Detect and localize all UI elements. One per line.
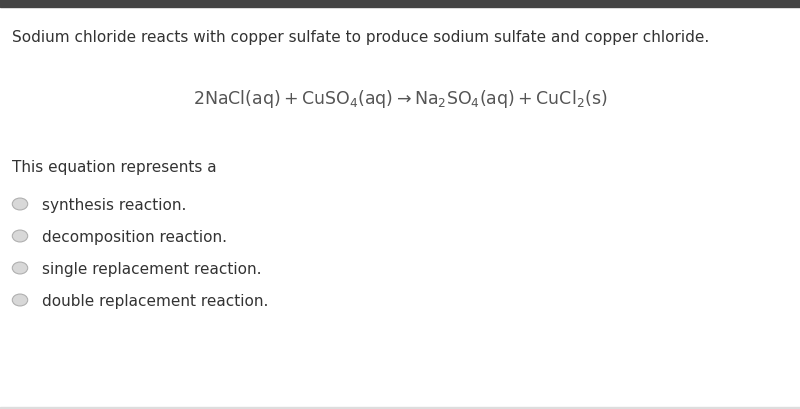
Text: double replacement reaction.: double replacement reaction. — [42, 293, 268, 308]
Ellipse shape — [12, 198, 28, 211]
Text: This equation represents a: This equation represents a — [12, 160, 217, 175]
Text: synthesis reaction.: synthesis reaction. — [42, 198, 186, 213]
Ellipse shape — [12, 231, 28, 243]
Bar — [0, 407, 800, 409]
Ellipse shape — [12, 263, 28, 274]
Text: single replacement reaction.: single replacement reaction. — [42, 261, 262, 276]
Text: Sodium chloride reacts with copper sulfate to produce sodium sulfate and copper : Sodium chloride reacts with copper sulfa… — [12, 30, 710, 45]
Text: $\mathdefault{2NaCl(aq) + CuSO_4(aq) \rightarrow Na_2SO_4(aq) + CuCl_2(s)}$: $\mathdefault{2NaCl(aq) + CuSO_4(aq) \ri… — [193, 88, 607, 110]
Bar — [0, 0, 800, 8]
Ellipse shape — [12, 294, 28, 306]
Text: decomposition reaction.: decomposition reaction. — [42, 229, 227, 245]
